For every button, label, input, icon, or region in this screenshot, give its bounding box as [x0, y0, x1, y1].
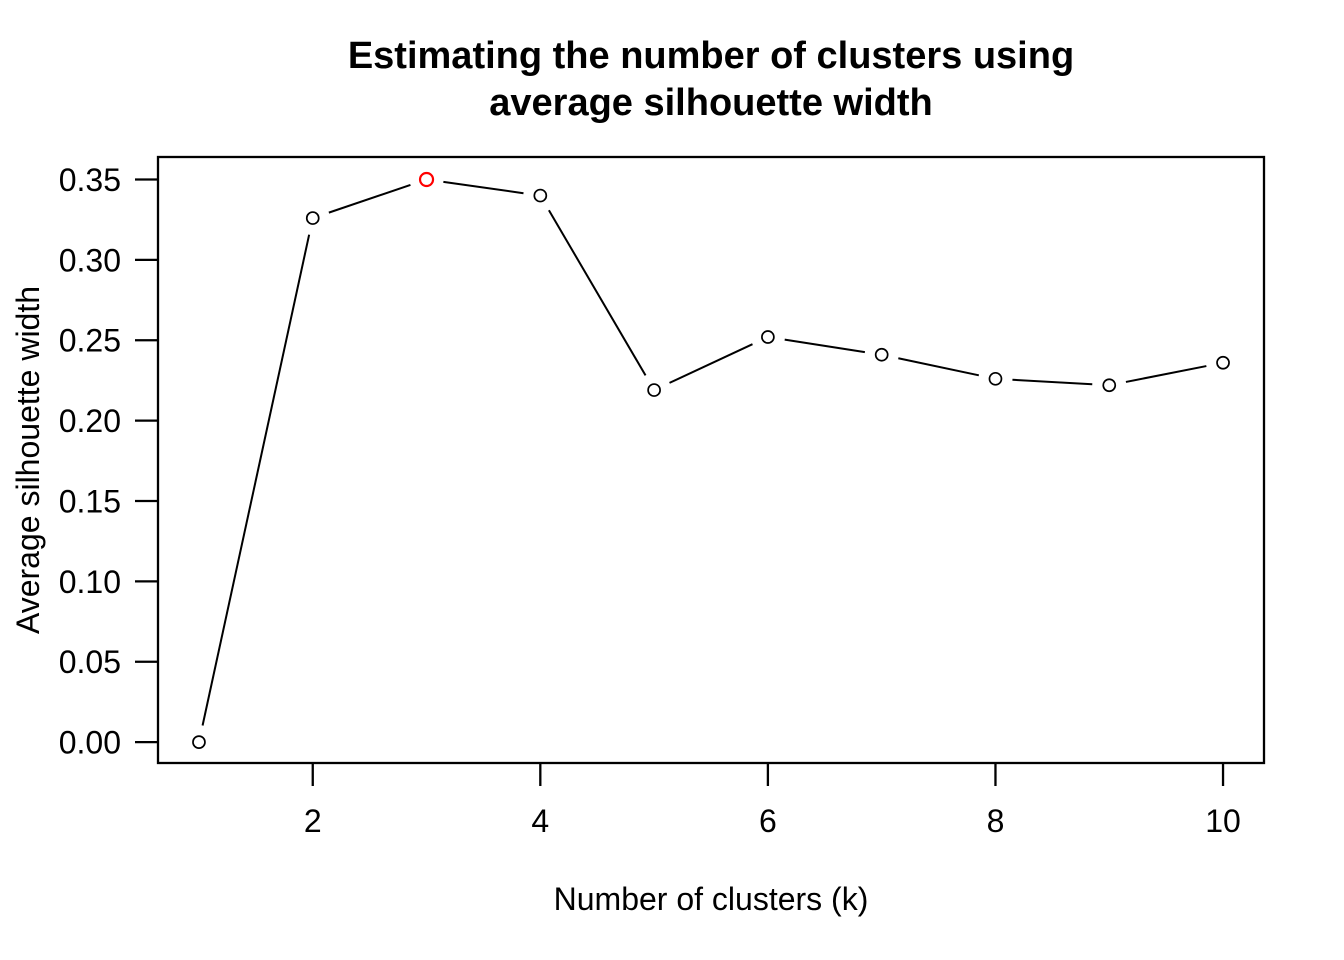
y-tick-label: 0.30	[59, 242, 121, 278]
data-series	[192, 171, 1230, 749]
series-segment	[443, 180, 524, 195]
y-tick-label: 0.25	[59, 323, 121, 359]
y-tick-label: 0.10	[59, 564, 121, 600]
data-point-k1	[192, 735, 206, 749]
series-segment	[784, 338, 866, 354]
x-axis: 2 4 6 8 10	[304, 764, 1241, 839]
chart-title-line-2: average silhouette width	[489, 82, 932, 124]
x-tick-label: 8	[987, 803, 1005, 839]
data-point-k5	[647, 383, 661, 397]
y-tick-label: 0.05	[59, 644, 121, 680]
x-tick-label: 2	[304, 803, 322, 839]
x-axis-label: Number of clusters (k)	[554, 881, 869, 917]
data-point-k4	[533, 188, 548, 203]
series-segment	[548, 209, 647, 376]
series-segment	[1125, 365, 1207, 383]
x-tick-label: 6	[759, 803, 777, 839]
x-tick-label: 10	[1205, 803, 1241, 839]
optimal-k-data-point	[418, 171, 435, 188]
data-point-k6	[761, 330, 775, 344]
data-point-k8	[988, 371, 1003, 386]
y-axis: 0.00 0.05 0.10 0.15 0.20 0.25 0.30 0.35	[59, 162, 157, 761]
series-segment	[669, 343, 753, 384]
series-segment	[1012, 378, 1093, 386]
data-point-k9	[1102, 378, 1117, 393]
chart-title-line-1: Estimating the number of clusters using	[348, 35, 1074, 77]
data-point-k2	[305, 211, 320, 225]
series-segment	[898, 357, 980, 377]
data-point-k7	[874, 347, 889, 362]
data-point-k10	[1216, 355, 1230, 370]
y-tick-label: 0.00	[59, 725, 121, 761]
series-segment	[328, 184, 411, 214]
y-tick-label: 0.35	[59, 162, 121, 198]
y-tick-label: 0.15	[59, 483, 121, 519]
y-axis-label: Average silhouette width	[10, 286, 46, 634]
x-tick-label: 4	[531, 803, 549, 839]
series-segment	[201, 234, 311, 726]
plot-box	[156, 155, 1266, 765]
y-tick-label: 0.20	[59, 403, 121, 439]
